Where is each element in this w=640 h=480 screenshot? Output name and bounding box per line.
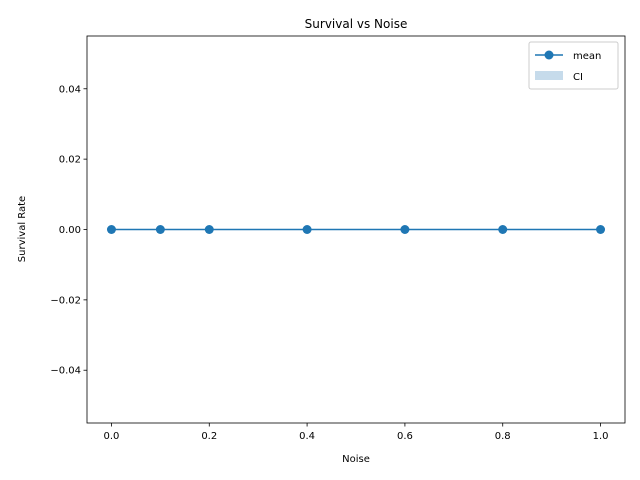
x-tick-label: 0.6 bbox=[397, 431, 413, 442]
legend-ci-swatch-icon bbox=[535, 71, 563, 80]
data-point bbox=[596, 225, 606, 234]
x-tick-label: 0.2 bbox=[201, 431, 217, 442]
legend-mean-marker-icon bbox=[544, 50, 554, 60]
data-point bbox=[302, 225, 312, 234]
y-tick-label: 0.02 bbox=[59, 155, 81, 166]
data-point bbox=[498, 225, 508, 234]
data-point bbox=[400, 225, 410, 234]
data-point bbox=[204, 225, 214, 234]
x-tick-label: 0.0 bbox=[104, 431, 120, 442]
legend: mean CI bbox=[528, 41, 619, 90]
chart-title: Survival vs Noise bbox=[305, 17, 408, 31]
y-axis-label: Survival Rate bbox=[17, 196, 28, 262]
x-axis-label: Noise bbox=[342, 454, 370, 465]
data-point bbox=[106, 225, 116, 234]
data-point bbox=[155, 225, 165, 234]
x-axis-ticks: 0.0 0.2 0.4 0.6 0.8 1.0 bbox=[104, 423, 609, 442]
y-tick-label: 0.00 bbox=[59, 225, 81, 236]
y-tick-label: −0.02 bbox=[50, 295, 81, 306]
legend-mean-label: mean bbox=[573, 51, 601, 62]
x-tick-label: 1.0 bbox=[593, 431, 609, 442]
x-tick-label: 0.4 bbox=[299, 431, 315, 442]
y-axis-ticks: −0.04 −0.02 0.00 0.02 0.04 bbox=[50, 84, 87, 377]
legend-ci-label: CI bbox=[573, 72, 583, 83]
y-tick-label: −0.04 bbox=[50, 366, 81, 377]
y-tick-label: 0.04 bbox=[59, 84, 81, 95]
x-tick-label: 0.8 bbox=[495, 431, 511, 442]
series-layer bbox=[106, 225, 606, 234]
